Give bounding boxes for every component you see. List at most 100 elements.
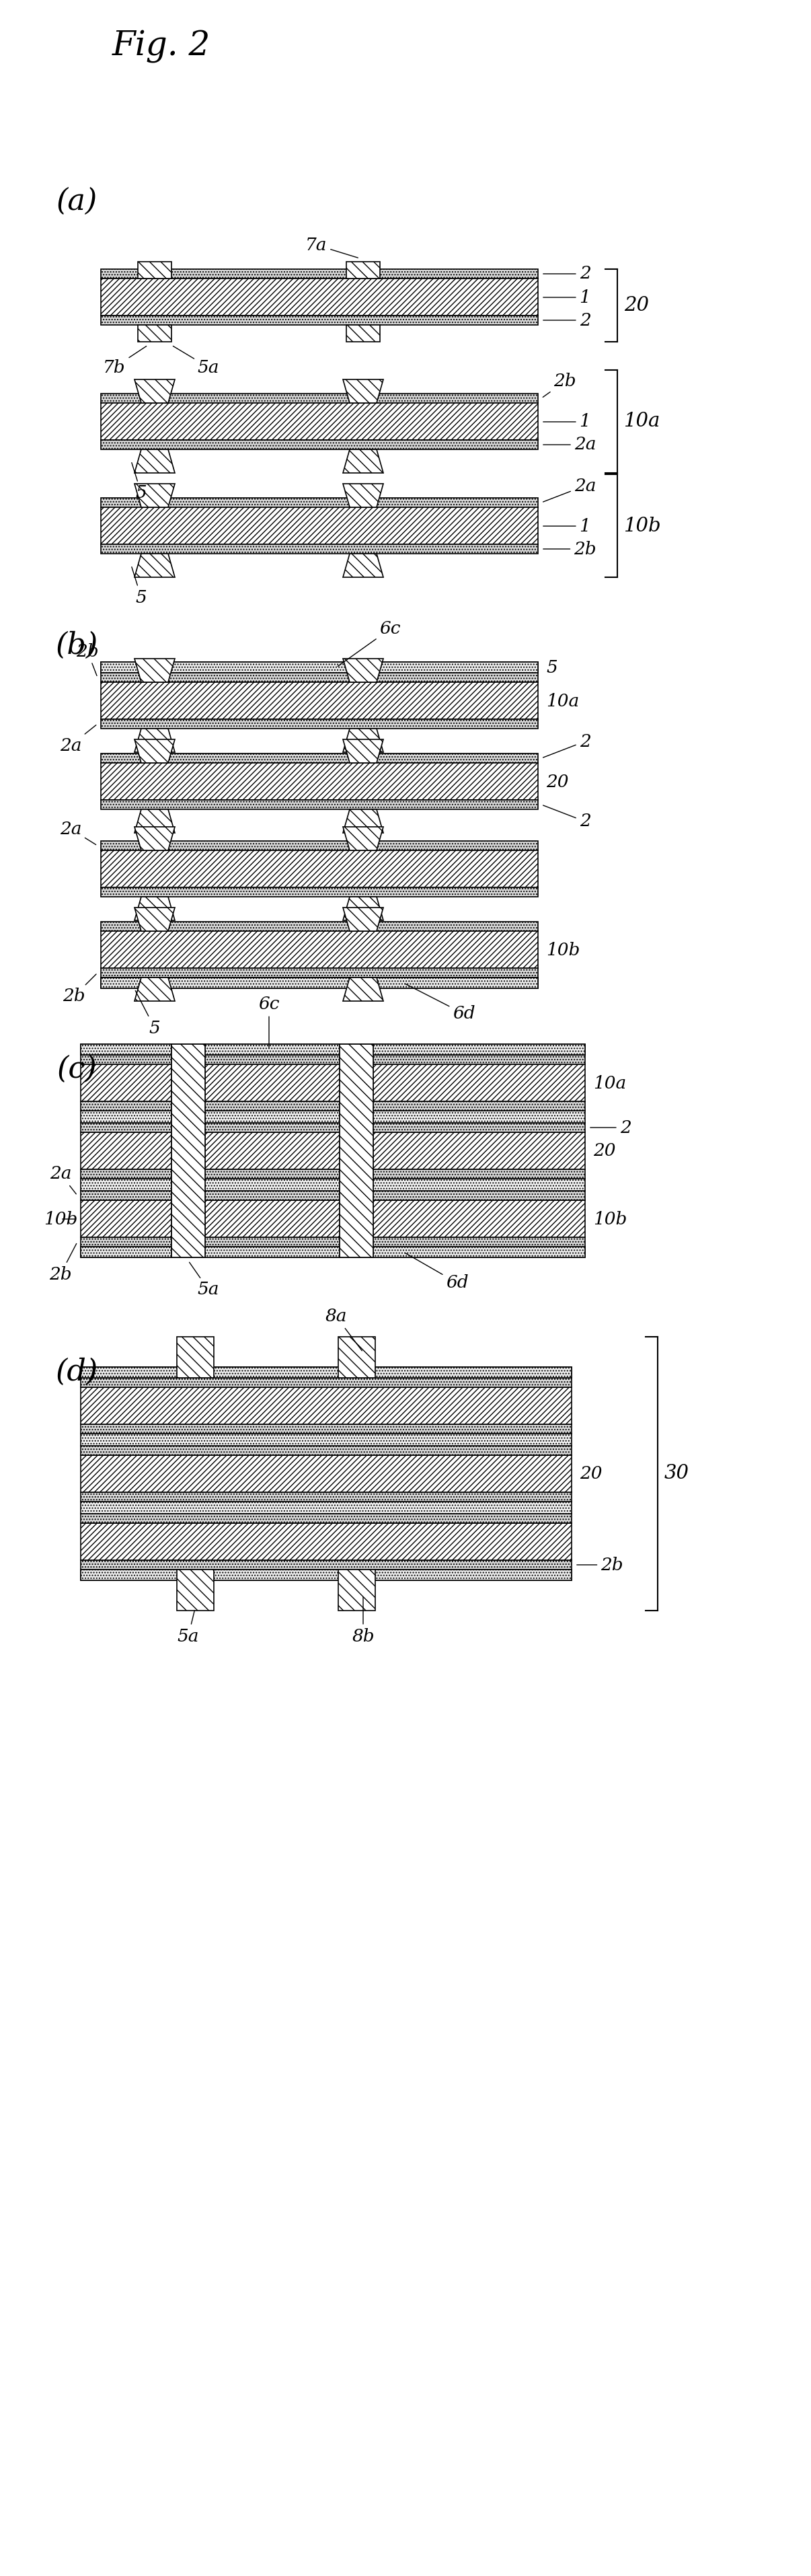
Bar xyxy=(101,840,538,850)
Bar xyxy=(101,719,538,729)
Polygon shape xyxy=(135,484,175,507)
Text: 2: 2 xyxy=(543,734,590,757)
Bar xyxy=(101,922,538,930)
Text: 10b: 10b xyxy=(44,1211,78,1226)
Bar xyxy=(81,1378,572,1388)
Bar xyxy=(171,1043,205,1257)
Polygon shape xyxy=(135,554,175,577)
Text: 10b: 10b xyxy=(593,1211,627,1226)
Bar xyxy=(81,1043,585,1056)
Polygon shape xyxy=(343,554,384,577)
Text: Fig. 2: Fig. 2 xyxy=(112,31,211,62)
Polygon shape xyxy=(343,729,384,752)
Text: (d): (d) xyxy=(56,1358,99,1386)
Polygon shape xyxy=(135,739,175,762)
Text: 2b: 2b xyxy=(49,1244,76,1283)
Polygon shape xyxy=(135,907,175,930)
Bar xyxy=(81,1569,572,1579)
Bar xyxy=(81,1043,585,1056)
Bar xyxy=(101,497,538,507)
Bar xyxy=(101,976,538,989)
Bar xyxy=(81,1455,572,1492)
Polygon shape xyxy=(343,809,384,832)
Bar xyxy=(81,1569,572,1579)
Bar xyxy=(81,1522,572,1561)
Text: (b): (b) xyxy=(56,631,99,659)
Polygon shape xyxy=(343,659,384,683)
Bar xyxy=(81,1368,572,1378)
Bar xyxy=(101,507,538,544)
Bar xyxy=(101,544,538,554)
Bar xyxy=(340,1043,373,1257)
Text: 6d: 6d xyxy=(406,984,475,1023)
Bar xyxy=(101,402,538,440)
Bar xyxy=(338,1569,375,1610)
Text: 2a: 2a xyxy=(60,724,96,755)
Polygon shape xyxy=(343,827,384,850)
Text: 7b: 7b xyxy=(103,345,146,376)
Polygon shape xyxy=(343,379,384,402)
Text: 2a: 2a xyxy=(543,435,596,453)
Bar xyxy=(81,1445,572,1455)
Text: 5: 5 xyxy=(131,567,147,605)
Text: 6c: 6c xyxy=(337,621,401,667)
Bar xyxy=(340,1043,373,1257)
Text: 2: 2 xyxy=(543,265,590,283)
Text: 5a: 5a xyxy=(178,1610,200,1643)
Bar xyxy=(81,1200,585,1236)
Text: 5: 5 xyxy=(546,659,557,675)
Bar xyxy=(101,314,538,325)
Bar xyxy=(101,268,538,278)
Bar xyxy=(81,1435,572,1445)
Text: 10b: 10b xyxy=(624,515,662,536)
Text: 20: 20 xyxy=(624,296,649,314)
Polygon shape xyxy=(343,896,384,920)
Bar xyxy=(338,1337,375,1378)
Bar xyxy=(101,683,538,719)
Polygon shape xyxy=(343,907,384,930)
Bar xyxy=(81,1133,585,1170)
Bar xyxy=(81,1064,585,1103)
Bar xyxy=(101,755,538,762)
Bar xyxy=(346,263,380,278)
Bar xyxy=(101,969,538,976)
Text: 2: 2 xyxy=(590,1118,631,1136)
Text: 20: 20 xyxy=(546,773,569,791)
Text: 2b: 2b xyxy=(577,1556,624,1574)
Text: 10a: 10a xyxy=(624,412,661,430)
Polygon shape xyxy=(343,484,384,507)
Bar xyxy=(81,1492,572,1502)
Polygon shape xyxy=(135,379,175,402)
Polygon shape xyxy=(135,659,175,683)
Polygon shape xyxy=(135,827,175,850)
Text: 10b: 10b xyxy=(546,943,580,958)
Text: 2: 2 xyxy=(543,806,590,829)
Bar xyxy=(101,886,538,896)
Bar xyxy=(81,1190,585,1200)
Bar xyxy=(81,1247,585,1257)
Text: 5a: 5a xyxy=(189,1262,220,1298)
Bar xyxy=(81,1425,572,1435)
Text: 2b: 2b xyxy=(543,541,596,556)
Text: (a): (a) xyxy=(57,185,98,216)
Text: 1: 1 xyxy=(543,289,590,307)
Bar xyxy=(81,1561,572,1569)
Text: 10a: 10a xyxy=(593,1074,626,1092)
Bar xyxy=(101,662,538,672)
Bar xyxy=(346,325,380,343)
Text: 8a: 8a xyxy=(325,1309,362,1350)
Bar xyxy=(101,976,538,989)
Bar xyxy=(101,801,538,809)
Text: 2b: 2b xyxy=(76,644,99,675)
Bar xyxy=(177,1569,214,1610)
Bar xyxy=(81,1103,585,1110)
Bar xyxy=(101,662,538,672)
Bar xyxy=(171,1043,205,1257)
Bar xyxy=(81,1170,585,1180)
Polygon shape xyxy=(343,739,384,762)
Polygon shape xyxy=(343,976,384,1002)
Bar xyxy=(101,672,538,683)
Text: 2: 2 xyxy=(543,312,590,330)
Text: 1: 1 xyxy=(543,518,590,533)
Text: 8b: 8b xyxy=(352,1597,375,1643)
